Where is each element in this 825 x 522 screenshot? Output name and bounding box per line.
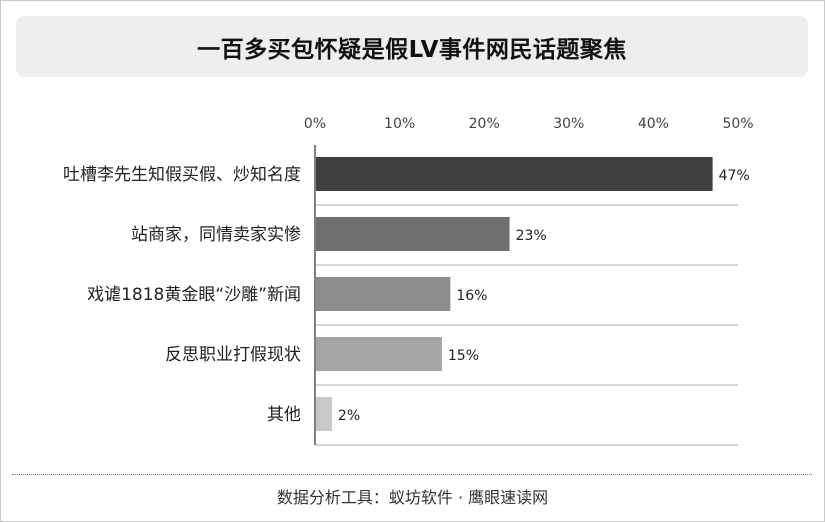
category-label: 戏谑1818黄金眼“沙雕”新闻 xyxy=(87,285,301,305)
chart-title: 一百多买包怀疑是假LV事件网民话题聚焦 xyxy=(197,36,627,63)
category-label: 其他 xyxy=(267,405,301,425)
x-tick-label: 40% xyxy=(638,116,669,132)
value-label: 47% xyxy=(719,168,750,184)
value-label: 16% xyxy=(456,288,487,304)
title-panel: 一百多买包怀疑是假LV事件网民话题聚焦 xyxy=(16,16,808,77)
bar-2 xyxy=(316,217,510,251)
x-tick-label: 0% xyxy=(304,116,326,132)
bar-1 xyxy=(316,157,713,191)
bar-5 xyxy=(316,397,332,431)
value-label: 23% xyxy=(516,228,547,244)
category-label: 反思职业打假现状 xyxy=(165,345,301,365)
x-tick-label: 10% xyxy=(384,116,415,132)
x-tick-label: 50% xyxy=(722,116,753,132)
footer-divider xyxy=(12,474,812,475)
x-tick-label: 20% xyxy=(469,116,500,132)
category-label: 吐槽李先生知假买假、炒知名度 xyxy=(63,165,301,185)
x-tick-label: 30% xyxy=(553,116,584,132)
value-label: 2% xyxy=(338,408,360,424)
category-label: 站商家，同情卖家实惨 xyxy=(131,225,301,245)
footer-source: 数据分析工具：蚁坊软件 · 鹰眼速读网 xyxy=(276,488,549,507)
bar-4 xyxy=(316,337,442,371)
bar-3 xyxy=(316,277,451,311)
value-label: 15% xyxy=(448,348,479,364)
